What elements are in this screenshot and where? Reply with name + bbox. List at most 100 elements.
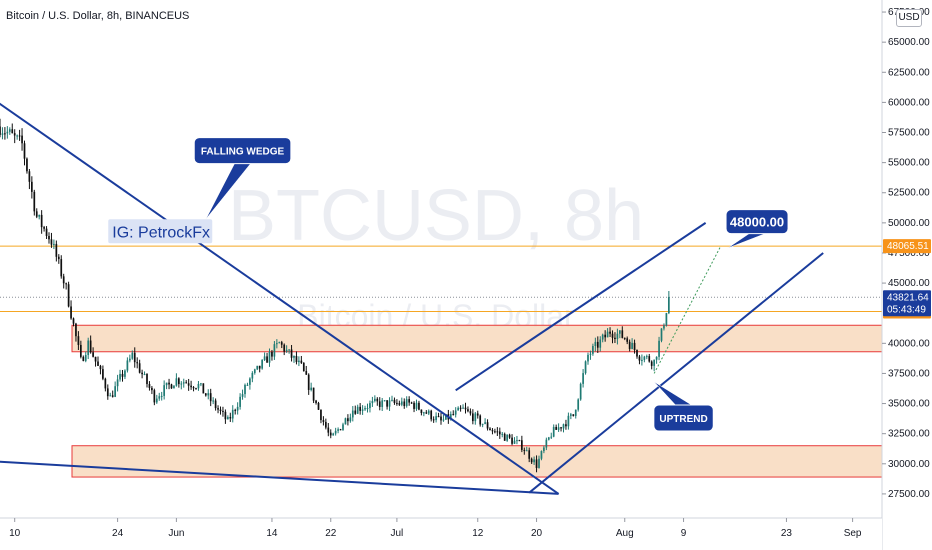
trendline-channel-lower[interactable] [528, 252, 824, 494]
candle-body [13, 133, 16, 136]
time-tick-label: 14 [266, 528, 278, 539]
price-axis[interactable]: 27500.00 30000.00 32500.00 35000.00 37500.00… [881, 0, 932, 550]
candle-body [400, 401, 403, 405]
callout-pointer [653, 381, 693, 406]
candle-body [293, 355, 295, 358]
candle-body [506, 434, 509, 441]
candle-body [84, 355, 87, 361]
currency-button[interactable]: USD [896, 9, 922, 27]
time-axis[interactable]: 10 24 Jun 14 22 Jul 12 20 Aug 9 23 Sep [0, 517, 882, 550]
candle-body [533, 459, 535, 463]
candle-body [151, 387, 153, 391]
candle-body [437, 416, 440, 418]
candle-body [30, 181, 33, 192]
uptrend-callout[interactable]: UPTREND [659, 414, 707, 425]
candle-body [244, 384, 246, 395]
candle-body [572, 414, 575, 416]
candle-body [655, 356, 658, 360]
candle-body [418, 402, 420, 410]
candle-body [383, 400, 386, 402]
candle-body [528, 450, 531, 459]
price-tick-label: 50000.00 [888, 218, 930, 229]
candle-body [327, 427, 330, 433]
candle-body [165, 382, 168, 386]
candle-body [195, 388, 197, 390]
callout-box[interactable] [193, 137, 292, 165]
candle-body [359, 406, 362, 411]
price-tick-label: 62500.00 [888, 67, 930, 78]
time-tick-label: Aug [616, 528, 634, 539]
trendline-wedge-lower[interactable] [0, 460, 559, 495]
candle-body [222, 410, 224, 412]
candle-body [582, 373, 584, 384]
candle-body [273, 344, 276, 357]
candle-body [8, 129, 11, 132]
candle-body [574, 409, 577, 416]
candle-body [155, 398, 158, 403]
candle-body [633, 342, 636, 351]
candle-body [253, 369, 256, 373]
candle-body [498, 431, 501, 435]
falling-wedge-callout[interactable]: FALLING WEDGE [201, 147, 285, 158]
candle-body [560, 427, 562, 429]
candle-body [430, 410, 433, 420]
candle-body [486, 422, 489, 429]
candle-body [621, 330, 624, 338]
candle-body [224, 411, 227, 420]
candle-body [388, 400, 391, 407]
candle-body [491, 430, 494, 432]
candle-body [606, 331, 609, 338]
candle-body [180, 383, 183, 385]
price-tick-label: 57500.00 [888, 128, 930, 139]
price-axis-bg [882, 0, 932, 550]
time-tick-label: 20 [531, 528, 543, 539]
candle-body [596, 341, 599, 348]
candle-body [163, 385, 166, 396]
candle-body [373, 398, 376, 401]
candle-body [106, 388, 109, 397]
trendline-channel-upper[interactable] [455, 222, 707, 392]
candle-body [28, 171, 31, 182]
callout-box[interactable] [653, 404, 714, 432]
candle-body [298, 360, 300, 363]
candle-body [403, 401, 406, 407]
candle-body [452, 414, 455, 416]
candle-body [94, 356, 97, 362]
candle-body [645, 356, 648, 358]
candle-body [131, 352, 134, 359]
callout-box[interactable] [725, 209, 789, 235]
candle-body [99, 365, 102, 370]
candle-body [356, 406, 359, 414]
ig-label: IG: PetrockFx [112, 224, 210, 241]
candle-body [376, 398, 379, 402]
candle-body [520, 440, 523, 450]
candle-body [271, 351, 273, 357]
candle-body [442, 419, 445, 421]
candle-body [587, 354, 589, 362]
candle-body [187, 383, 190, 386]
candle-body [415, 402, 418, 409]
trendline-wedge-upper[interactable] [0, 99, 560, 495]
candle-body [508, 434, 511, 438]
candle-body [275, 343, 278, 345]
time-tick-label: 10 [9, 528, 21, 539]
candle-body [569, 414, 572, 416]
candle-body [300, 360, 303, 363]
candle-body [320, 409, 322, 421]
trendlines[interactable] [0, 99, 824, 495]
candle-body [45, 228, 48, 236]
candle-body [565, 424, 567, 427]
annotations[interactable]: FALLING WEDGE 48000.00 UPTREND IG: PetrockF… [108, 137, 789, 432]
target-price-callout[interactable]: 48000.00 [730, 215, 784, 230]
candle-body [577, 399, 580, 410]
price-tick-label: 27500.00 [888, 489, 930, 500]
candle-body [143, 374, 146, 376]
candle-body [562, 424, 565, 429]
candle-body [67, 284, 70, 307]
projection-line[interactable] [653, 246, 721, 374]
candle-body [324, 421, 327, 428]
candle-body [464, 407, 467, 410]
time-tick-label: 9 [681, 528, 687, 539]
candle-body [663, 325, 665, 329]
